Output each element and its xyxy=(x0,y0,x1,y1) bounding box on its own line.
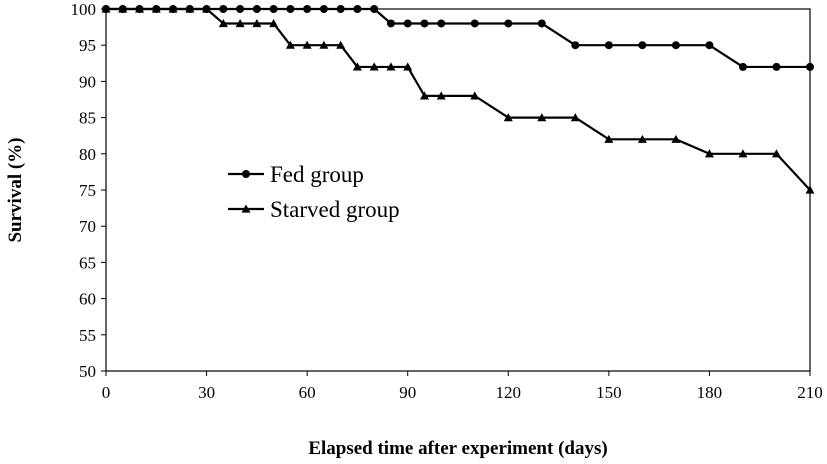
fed-group-point xyxy=(738,62,747,71)
fed-group-line xyxy=(106,7,810,69)
fed-group-point xyxy=(470,19,479,28)
starved-group-series xyxy=(101,4,815,194)
fed-group-point xyxy=(286,5,295,13)
y-axis-title: Survival (%) xyxy=(5,137,26,242)
starved-group-point xyxy=(168,4,178,13)
starved-group-point xyxy=(570,113,580,122)
x-tick-label: 30 xyxy=(198,383,215,402)
series-layer xyxy=(101,4,815,194)
fed-group-point xyxy=(671,41,680,50)
starved-group-point xyxy=(436,91,446,100)
x-axis-title: Elapsed time after experiment (days) xyxy=(308,438,607,459)
x-tick-label: 210 xyxy=(797,383,823,402)
x-tick-label: 150 xyxy=(596,383,622,402)
fed-group-point xyxy=(319,5,328,13)
legend-item-starved-group: Starved group xyxy=(228,197,400,222)
starved-group-point xyxy=(302,40,312,49)
starved-group-point xyxy=(269,18,279,28)
starved-group-point xyxy=(252,18,262,28)
fed-group-series xyxy=(102,5,814,71)
starved-group-point xyxy=(771,149,781,158)
legend: Fed group Starved group xyxy=(228,162,400,222)
fed-group-point xyxy=(403,19,412,28)
starved-group-point xyxy=(738,149,748,158)
fed-group-point xyxy=(571,41,580,50)
starved-group-point xyxy=(235,18,245,28)
x-tick-label: 120 xyxy=(496,383,522,402)
starved-group-point xyxy=(135,4,145,13)
y-tick-label: 90 xyxy=(79,72,96,91)
fed-group-point xyxy=(386,19,395,28)
y-tick-label: 80 xyxy=(79,145,96,164)
starved-group-point xyxy=(671,134,681,143)
fed-group-point xyxy=(705,41,714,50)
fed-group-point xyxy=(353,5,362,13)
fed-group-point xyxy=(236,5,245,13)
legend-starved-group-point xyxy=(241,204,251,213)
y-tick-label: 50 xyxy=(79,362,96,381)
starved-group-point xyxy=(704,149,714,158)
fed-group-point xyxy=(437,19,446,28)
starved-group-point xyxy=(537,113,547,122)
x-tick-label: 0 xyxy=(102,383,111,402)
fed-group-point xyxy=(772,62,781,71)
starved-group-point xyxy=(218,18,228,28)
starved-group-point xyxy=(503,113,513,122)
starved-group-point xyxy=(403,62,413,71)
fed-group-point xyxy=(504,19,513,28)
legend-fed-group-point xyxy=(242,170,250,178)
y-tick-label: 75 xyxy=(79,181,96,200)
legend-label: Starved group xyxy=(270,197,400,222)
x-tick-label: 180 xyxy=(697,383,723,402)
fed-group-point xyxy=(537,19,546,28)
fed-group-point xyxy=(252,5,261,13)
starved-group-point xyxy=(386,62,396,71)
starved-group-point xyxy=(470,91,480,100)
fed-group-point xyxy=(303,5,312,13)
fed-group-point xyxy=(638,41,647,50)
starved-group-point xyxy=(419,91,429,100)
starved-group-point xyxy=(151,4,161,13)
y-tick-label: 100 xyxy=(71,0,97,19)
fed-group-point xyxy=(604,41,613,50)
starved-group-point xyxy=(118,4,128,13)
fed-group-point xyxy=(269,5,278,13)
fed-group-point xyxy=(219,5,228,13)
y-tick-label: 95 xyxy=(79,36,96,55)
starved-group-point xyxy=(369,62,379,71)
starved-group-point xyxy=(604,134,614,143)
y-tick-label: 55 xyxy=(79,326,96,345)
x-tick-label: 60 xyxy=(299,383,316,402)
fed-group-point xyxy=(420,19,429,28)
starved-group-point xyxy=(805,185,815,194)
starved-group-point xyxy=(285,40,295,49)
starved-group-point xyxy=(352,62,362,71)
fed-group-point xyxy=(370,5,379,13)
y-tick-label: 60 xyxy=(79,290,96,309)
plot-frame xyxy=(105,8,811,372)
starved-group-point xyxy=(101,4,111,13)
y-tick-label: 85 xyxy=(79,109,96,128)
legend-item-fed-group: Fed group xyxy=(228,162,364,187)
x-tick-label: 90 xyxy=(399,383,416,402)
starved-group-point xyxy=(336,40,346,49)
fed-group-point xyxy=(806,62,814,71)
starved-group-point xyxy=(202,4,212,13)
y-tick-label: 65 xyxy=(79,253,96,272)
starved-group-point xyxy=(637,134,647,143)
axis-ticks: 50 55 60 65 70 75 80 85 90 95 100 0 30 60 90 120 150 180 2… xyxy=(71,0,823,402)
starved-group-point xyxy=(185,4,195,13)
starved-group-point xyxy=(319,40,329,49)
starved-group-line xyxy=(106,7,811,191)
legend-label: Fed group xyxy=(270,162,364,187)
fed-group-point xyxy=(336,5,345,13)
y-tick-label: 70 xyxy=(79,217,96,236)
